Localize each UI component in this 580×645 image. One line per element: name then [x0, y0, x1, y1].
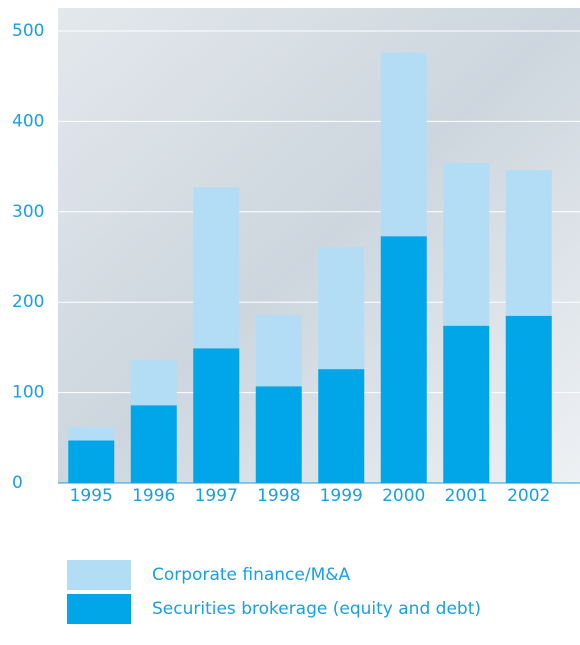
- x-tick-label: 1997: [195, 486, 238, 506]
- bar-segment: [130, 360, 177, 406]
- bar-segment: [380, 236, 427, 483]
- legend-label: Securities brokerage (equity and debt): [152, 599, 481, 619]
- bar-segment: [68, 426, 115, 441]
- bar-segment: [68, 440, 115, 483]
- y-tick-label: 100: [12, 383, 44, 403]
- bar-segment: [255, 314, 302, 387]
- bar-segment: [255, 386, 302, 483]
- bar-segment: [505, 170, 552, 316]
- bar-segment: [130, 405, 177, 483]
- y-tick-label: 500: [12, 21, 44, 41]
- x-tick-label: 1999: [320, 486, 363, 506]
- bar-segment: [193, 187, 240, 349]
- x-tick-label: 1996: [132, 486, 175, 506]
- bar-segment: [318, 247, 365, 370]
- x-tick-label: 2000: [382, 486, 425, 506]
- x-tick-label: 1998: [257, 486, 300, 506]
- bar-segment: [380, 52, 427, 237]
- x-tick-label: 1995: [70, 486, 113, 506]
- legend-swatch: [67, 594, 131, 624]
- bar-segment: [443, 162, 490, 326]
- legend-swatch: [67, 560, 131, 590]
- legend-label: Corporate finance/M&A: [152, 565, 351, 585]
- bar-segment: [193, 348, 240, 483]
- bar-segment: [443, 325, 490, 483]
- x-tick-label: 2002: [507, 486, 550, 506]
- y-tick-label: 300: [12, 202, 44, 222]
- bar-segment: [318, 369, 365, 483]
- y-tick-label: 400: [12, 111, 44, 131]
- y-tick-label: 200: [12, 292, 44, 312]
- y-tick-label: 0: [12, 473, 23, 493]
- bar-segment: [505, 315, 552, 483]
- x-tick-label: 2001: [445, 486, 488, 506]
